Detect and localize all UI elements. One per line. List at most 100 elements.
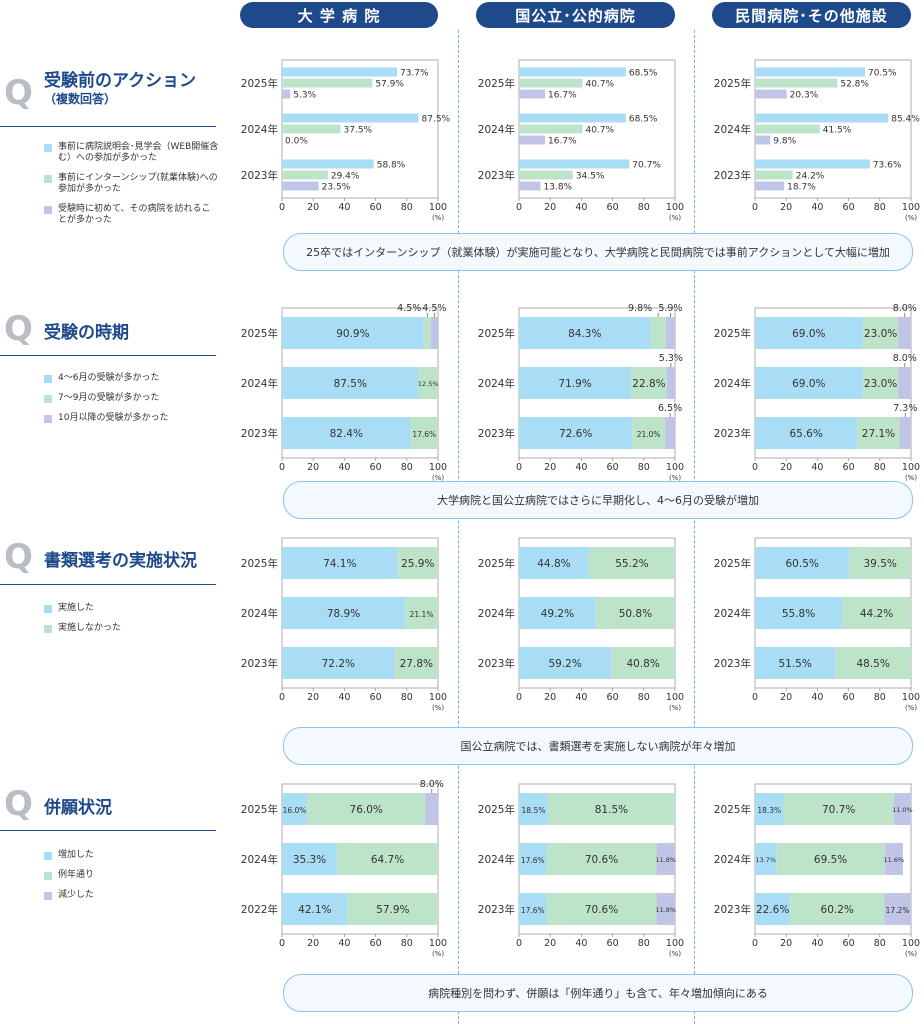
chart-svg: 0 20 40 60 80 100(%) 2025年 70.5%52.8% 20.3% 2024年… xyxy=(714,59,920,222)
data-label: 17.6% xyxy=(521,856,545,865)
bar-segment xyxy=(282,170,328,180)
section-rule xyxy=(0,355,216,356)
data-label: 73.7% xyxy=(400,69,429,79)
x-tick-label: 0 xyxy=(279,462,285,473)
bar-segment xyxy=(755,181,785,191)
data-label: 87.5% xyxy=(334,378,367,390)
data-label: 58.8% xyxy=(377,161,406,171)
header-university-hospital: 大 学 病 院 xyxy=(240,2,438,28)
chart-panel: 0 20 40 60 80 100 (%) 2025年 18.5% 81.5% 2024年 17.6%… xyxy=(473,783,684,962)
x-unit-label: (%) xyxy=(432,950,444,958)
legend-multiple-applications: 増加した 例年通り 減少した xyxy=(44,850,219,910)
bar-segment xyxy=(410,417,438,449)
x-tick-label: 20 xyxy=(544,202,556,213)
bar-segment xyxy=(755,843,777,875)
bar-segment xyxy=(282,893,348,925)
x-unit-label: (%) xyxy=(669,704,681,712)
year-label: 2025年 xyxy=(714,77,751,90)
x-tick-label: 80 xyxy=(874,202,886,213)
data-label: 82.4% xyxy=(330,428,363,440)
bar-segment xyxy=(282,159,374,169)
bar-segment xyxy=(423,317,431,349)
x-tick-label: 100 xyxy=(902,202,920,213)
x-tick-label: 20 xyxy=(780,202,792,213)
bar-segment xyxy=(282,367,419,399)
legend-item: 7～9月の受験が多かった xyxy=(44,393,219,404)
bar-segment xyxy=(755,67,865,77)
data-label: 9.8% xyxy=(628,303,652,314)
chart-panel: 0 20 40 60 80 100 (%) 2025年 84.3% 9.8% 5.9% 2024年 71… xyxy=(473,303,684,486)
legend-swatch-blue xyxy=(44,144,52,152)
legend-label: 実施した xyxy=(58,603,95,613)
chart-panel: 0 20 40 60 80 100 (%) 2025年 68.5% 40.7% 16.7% 2024年… xyxy=(473,59,684,226)
bar-segment xyxy=(595,597,675,629)
data-label: 9.8% xyxy=(773,137,796,147)
finding-note-exam-timing: 大学病院と国公立病院ではさらに早期化し、4～6月の受験が増加 xyxy=(283,481,913,519)
data-label: 12.5% xyxy=(418,380,439,388)
bar-segment xyxy=(665,417,676,449)
data-label: 17.2% xyxy=(886,906,910,915)
x-tick-label: 20 xyxy=(780,692,792,703)
data-label: 27.8% xyxy=(400,658,433,670)
x-tick-label: 100 xyxy=(429,462,447,473)
bar-segment xyxy=(611,647,675,679)
data-label: 90.9% xyxy=(336,328,369,340)
bar-segment xyxy=(519,843,547,875)
bar-segment xyxy=(755,417,858,449)
bar-segment xyxy=(519,181,541,191)
chart-svg: 0 20 40 60 80 100(%) 2025年 68.5% 40.7% 16.7% 2024年… xyxy=(478,59,684,222)
x-tick-label: 100 xyxy=(902,692,920,703)
data-label: 49.2% xyxy=(541,608,574,620)
chart-svg: 0 20 40 60 80 100(%) 2025年 90.9% 4.5% 4.5% 2024年 87… xyxy=(241,303,447,482)
legend-label: 実施しなかった xyxy=(58,623,122,633)
bar-segment xyxy=(665,317,675,349)
bar-segment xyxy=(306,793,426,825)
legend-exam-timing: 4～6月の受験が多かった 7～9月の受験が多かった 10月以降の受験が多かった xyxy=(44,373,219,433)
x-tick-label: 60 xyxy=(607,938,619,949)
bar-segment xyxy=(755,170,793,180)
x-tick-label: 100 xyxy=(666,462,684,473)
x-tick-label: 40 xyxy=(338,462,350,473)
data-label: 8.0% xyxy=(420,779,444,790)
legend-swatch-purple xyxy=(44,415,52,423)
x-tick-label: 40 xyxy=(338,692,350,703)
bar-segment xyxy=(755,113,889,123)
year-label: 2024年 xyxy=(478,123,515,136)
x-tick-label: 0 xyxy=(279,202,285,213)
data-label: 52.8% xyxy=(840,80,869,90)
data-label: 13.8% xyxy=(544,183,573,193)
x-tick-label: 40 xyxy=(811,462,823,473)
x-tick-label: 80 xyxy=(874,692,886,703)
data-label: 29.4% xyxy=(331,172,360,182)
legend-swatch-purple xyxy=(44,892,52,900)
legend-item: 増加した xyxy=(44,850,219,861)
x-tick-label: 100 xyxy=(666,938,684,949)
year-label: 2024年 xyxy=(478,853,515,866)
legend-item: 4～6月の受験が多かった xyxy=(44,373,219,384)
x-tick-label: 40 xyxy=(811,202,823,213)
year-label: 2024年 xyxy=(241,377,278,390)
data-label: 8.0% xyxy=(893,353,917,364)
data-label: 71.9% xyxy=(558,378,591,390)
bar-segment xyxy=(282,647,395,679)
year-label: 2022年 xyxy=(241,903,278,916)
year-label: 2024年 xyxy=(241,123,278,136)
x-unit-label: (%) xyxy=(669,214,681,222)
data-label: 8.0% xyxy=(893,303,917,314)
data-label: 72.2% xyxy=(322,658,355,670)
question-title: 受験前のアクション xyxy=(44,71,197,91)
x-tick-label: 80 xyxy=(401,692,413,703)
bar-segment xyxy=(519,67,626,77)
data-label: 51.5% xyxy=(778,658,811,670)
x-tick-label: 0 xyxy=(279,692,285,703)
year-label: 2025年 xyxy=(478,77,515,90)
chart-panel: 0 20 40 60 80 100 (%) 2025年 70.5% 52.8% 20.3% 2024年… xyxy=(709,59,920,226)
chart-panel: 0 20 40 60 80 100 (%) 2025年 18.3% 70.7% 11.0% 2024年… xyxy=(709,783,920,962)
year-label: 2024年 xyxy=(714,123,751,136)
x-tick-label: 20 xyxy=(307,938,319,949)
bar-segment xyxy=(755,89,787,99)
data-label: 23.5% xyxy=(322,183,351,193)
data-label: 70.7% xyxy=(822,804,855,816)
data-label: 22.8% xyxy=(632,378,665,390)
year-label: 2023年 xyxy=(478,427,515,440)
